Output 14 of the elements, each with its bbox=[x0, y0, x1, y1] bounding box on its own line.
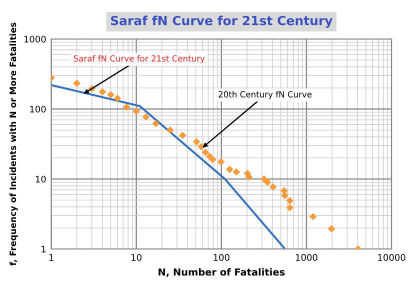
x-tick-label: 10 bbox=[132, 254, 142, 261]
x-tick-label: 100 bbox=[214, 254, 230, 261]
x-axis-title: N, Number of Fatalities bbox=[158, 268, 285, 277]
y-tick-label: 100 bbox=[30, 106, 46, 113]
y-tick-label: 1000 bbox=[24, 36, 46, 43]
y-axis-title: f, Frequency of Incidents with N or More Fatalities bbox=[9, 22, 18, 266]
annotation: Saraf fN Curve for 21st Century bbox=[74, 55, 205, 64]
y-tick-label: 1 bbox=[42, 246, 46, 252]
annotation: 20th Century fN Curve bbox=[218, 91, 312, 100]
x-tick-label: 1 bbox=[49, 254, 54, 261]
chart-title: Saraf fN Curve for 21st Century bbox=[110, 16, 333, 28]
x-tick-label: 1000 bbox=[296, 254, 318, 261]
y-tick-label: 10 bbox=[36, 176, 46, 183]
x-tick-label: 10000 bbox=[378, 254, 406, 261]
